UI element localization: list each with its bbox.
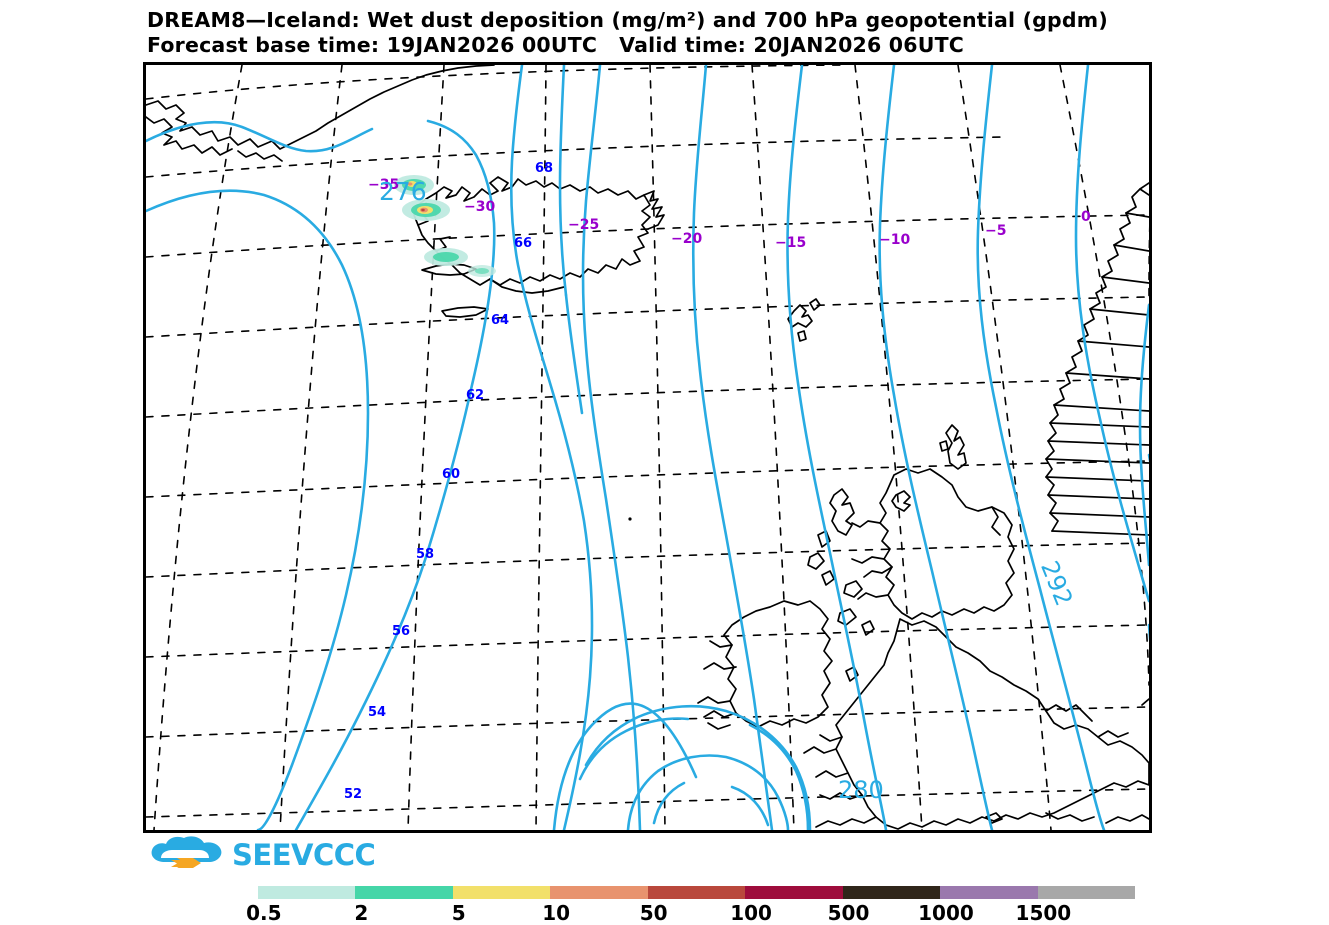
colorbar-tick-label: 5 [451, 901, 466, 925]
colorbar-segment [842, 886, 941, 899]
deposition-colorbar: 0.5 2 5 10 50 100 500 1000 1500 [246, 886, 1135, 925]
colorbar-tick-label: 2 [354, 901, 369, 925]
colorbar-tick-label: 50 [639, 901, 668, 925]
geopotential-contours [146, 65, 1149, 830]
seevccc-logo-icon [151, 836, 222, 868]
colorbar-segment [550, 886, 648, 899]
minor-markers [628, 517, 632, 521]
colorbar-tick-label: 10 [542, 901, 571, 925]
colorbar-segment [452, 886, 551, 899]
colorbar-segment [647, 886, 746, 899]
colorbar-tick-label: 500 [827, 901, 870, 925]
colorbar-tick-label: 0.5 [246, 901, 282, 925]
map-graphics [146, 65, 1149, 830]
colorbar-strip [258, 886, 1135, 899]
title-line-1: DREAM8—Iceland: Wet dust deposition (mg/… [147, 8, 1108, 32]
colorbar-segment [355, 886, 453, 899]
dust-deposition-field [394, 175, 496, 277]
colorbar-segment [940, 886, 1038, 899]
geopotential-contour-label: 276 [825, 830, 871, 833]
chart-title: DREAM8—Iceland: Wet dust deposition (mg/… [147, 8, 1327, 58]
colorbar-tick-label: 1500 [1015, 901, 1072, 925]
colorbar-segment [745, 886, 843, 899]
map-canvas: 68666462605856545250 −35−30−25−20−15−10−… [143, 62, 1152, 833]
colorbar-segment [258, 886, 356, 899]
colorbar-tick-label: 100 [730, 901, 772, 925]
colorbar-tick-label: 1000 [918, 901, 974, 925]
seevccc-logo-text: SEEVCCC [232, 838, 376, 872]
colorbar-tick-labels: 0.5 2 5 10 50 100 500 1000 1500 [246, 901, 1135, 925]
colorbar-segment [1037, 886, 1135, 899]
graticule-meridians [153, 65, 1149, 830]
title-line-2: Forecast base time: 19JAN2026 00UTC Vali… [147, 33, 964, 57]
graticule-parallels [146, 65, 1149, 818]
